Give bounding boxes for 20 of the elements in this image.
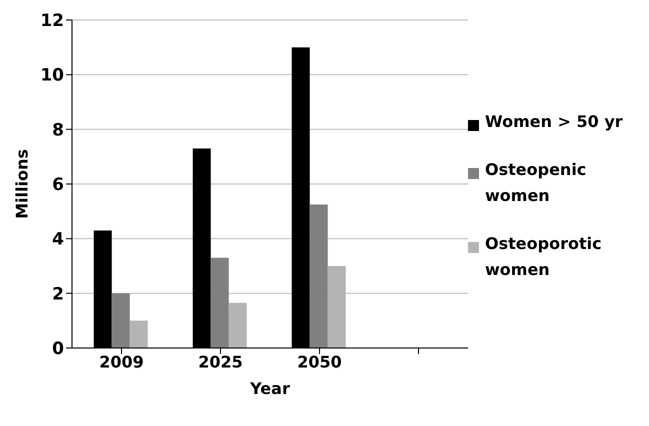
y-tick-label: 10: [40, 66, 64, 86]
bar: [210, 258, 229, 348]
y-tick-label: 6: [52, 175, 64, 196]
y-tick-label: 2: [52, 284, 64, 304]
y-tick-label: 8: [52, 120, 64, 140]
bar: [130, 320, 148, 348]
x-tick-label: 2025: [198, 352, 243, 372]
x-tick-label: 2009: [99, 352, 144, 372]
y-tick-label: 4: [52, 230, 64, 250]
bar: [112, 293, 130, 348]
bar: [228, 302, 247, 348]
y-tick-label: 0: [52, 339, 64, 360]
legend-label: Osteoporotic women: [485, 233, 603, 281]
legend-label: Women > 50 yr: [485, 111, 623, 133]
x-axis-title: Year: [249, 379, 290, 398]
legend-label: Osteopenic women: [485, 159, 588, 207]
bar: [310, 204, 328, 348]
x-tick-label: 2050: [297, 352, 342, 372]
y-tick-label: 12: [40, 11, 64, 32]
y-axis-title: Millions: [12, 149, 32, 219]
